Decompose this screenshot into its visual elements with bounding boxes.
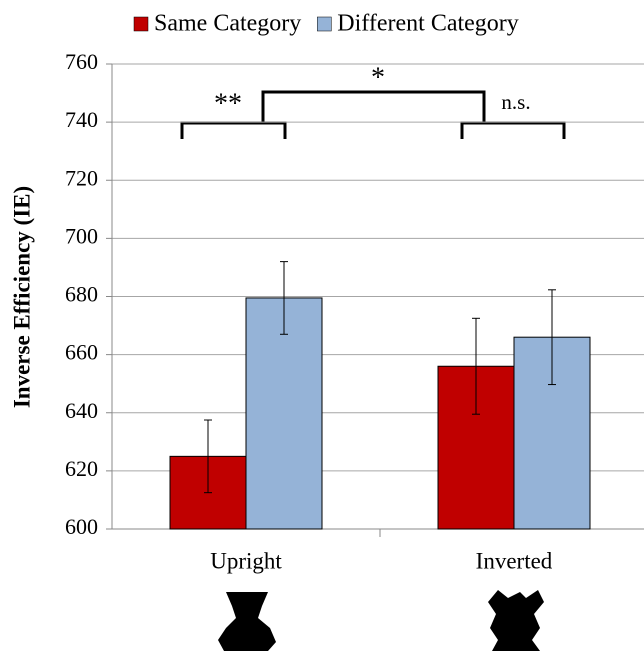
y-tick-label: 680 [65, 282, 98, 307]
legend-swatch [317, 17, 331, 31]
legend-swatch [134, 17, 148, 31]
x-tick-label: Upright [210, 548, 282, 573]
y-tick-label: 640 [65, 398, 98, 423]
annotation: ** [214, 88, 242, 119]
annotation: * [371, 62, 385, 93]
bracket [263, 92, 484, 123]
y-axis-label: Inverse Efficiency (IE) [9, 186, 34, 408]
bracket [182, 123, 285, 139]
y-tick-label: 740 [65, 107, 98, 132]
y-tick-label: 760 [65, 49, 98, 74]
y-tick-label: 620 [65, 456, 98, 481]
annotation: n.s. [501, 90, 530, 114]
legend-label: Different Category [337, 11, 519, 37]
bracket [462, 123, 564, 139]
stimulus-icon [488, 590, 544, 651]
chart: Inverse Efficiency (IE) ** * n.s. 600 620… [0, 0, 644, 651]
stimulus-icon [218, 592, 276, 651]
y-tick-label: 600 [65, 514, 98, 539]
y-tick-label: 660 [65, 340, 98, 365]
x-tick-label: Inverted [476, 548, 553, 573]
y-tick-label: 720 [65, 165, 98, 190]
legend-label: Same Category [154, 11, 301, 37]
y-tick-label: 700 [65, 223, 98, 248]
